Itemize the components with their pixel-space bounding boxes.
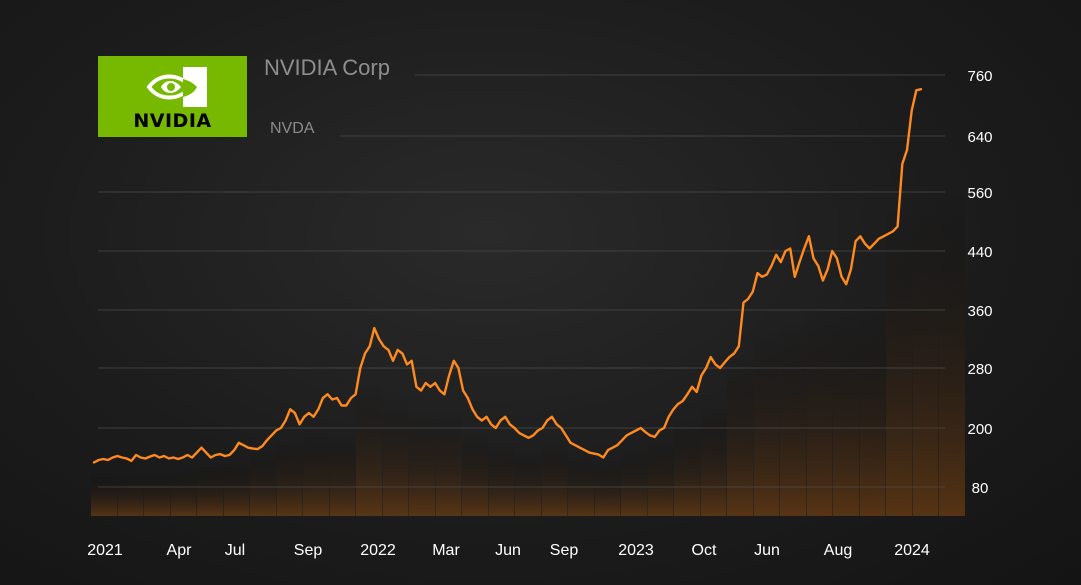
volume-bar <box>912 184 939 516</box>
x-tick-label: 2023 <box>618 542 654 559</box>
x-tick-label: Jul <box>225 542 245 559</box>
y-tick-label: 80 <box>972 480 989 497</box>
gridlines <box>98 74 945 488</box>
volume-bar <box>223 461 250 516</box>
volume-bar <box>170 468 197 516</box>
y-tick-label: 560 <box>967 185 992 202</box>
logo-wordmark: NVIDIA <box>133 110 212 132</box>
price-line <box>92 88 923 464</box>
volume-bar <box>276 440 303 516</box>
nvidia-eye-icon <box>146 67 207 107</box>
volume-bar <box>541 443 568 516</box>
volume-bar <box>435 408 462 516</box>
volume-bar <box>329 432 356 516</box>
volume-bar <box>303 432 329 516</box>
volume-bar <box>488 443 515 516</box>
volume-bar <box>356 382 382 516</box>
volume-bar <box>117 470 144 516</box>
company-name: NVIDIA Corp <box>264 55 390 80</box>
x-tick-label: 2022 <box>360 542 396 559</box>
volume-bars <box>91 184 965 517</box>
volume-bar <box>859 302 886 516</box>
volume-bar <box>250 451 276 516</box>
volume-bar <box>515 449 541 516</box>
volume-bar <box>197 464 223 516</box>
volume-bar <box>806 305 833 516</box>
nvidia-logo: NVIDIA <box>98 56 247 137</box>
volume-bar <box>462 430 488 516</box>
x-tick-label: Sep <box>550 542 579 559</box>
volume-bar <box>409 408 435 516</box>
x-tick-label: 2021 <box>87 542 123 559</box>
volume-bar <box>727 353 753 516</box>
x-tick-label: Aug <box>824 542 852 559</box>
y-tick-label: 200 <box>967 421 992 438</box>
volume-bar <box>674 420 700 516</box>
x-axis: 2021 Apr Jul Sep 2022 Mar Jun Sep 2023 Oct Jun Aug 2… <box>87 542 930 559</box>
x-tick-label: Jun <box>754 542 780 559</box>
volume-bar <box>382 396 409 516</box>
volume-bar <box>939 184 965 516</box>
y-tick-label: 760 <box>967 68 992 85</box>
volume-bar <box>91 471 117 516</box>
volume-bar <box>144 470 170 516</box>
x-tick-label: Sep <box>294 542 323 559</box>
x-tick-label: 2024 <box>894 542 930 559</box>
ticker-symbol: NVDA <box>270 120 315 137</box>
x-tick-label: Oct <box>692 542 717 559</box>
y-axis: 80 200 280 360 440 560 640 760 <box>967 68 992 497</box>
y-tick-label: 280 <box>967 361 992 378</box>
volume-bar <box>568 455 594 516</box>
volume-bar <box>621 449 647 516</box>
volume-bar <box>594 459 621 516</box>
volume-bar <box>647 440 674 516</box>
y-tick-label: 640 <box>967 129 992 146</box>
x-tick-label: Mar <box>432 542 460 559</box>
volume-bar <box>700 405 727 516</box>
y-tick-label: 360 <box>967 303 992 320</box>
volume-bar <box>886 202 912 517</box>
volume-bar <box>780 319 806 516</box>
x-tick-label: Apr <box>167 542 193 559</box>
volume-bar <box>753 325 780 516</box>
y-tick-label: 440 <box>967 244 992 261</box>
x-tick-label: Jun <box>495 542 521 559</box>
volume-bar <box>833 305 859 516</box>
